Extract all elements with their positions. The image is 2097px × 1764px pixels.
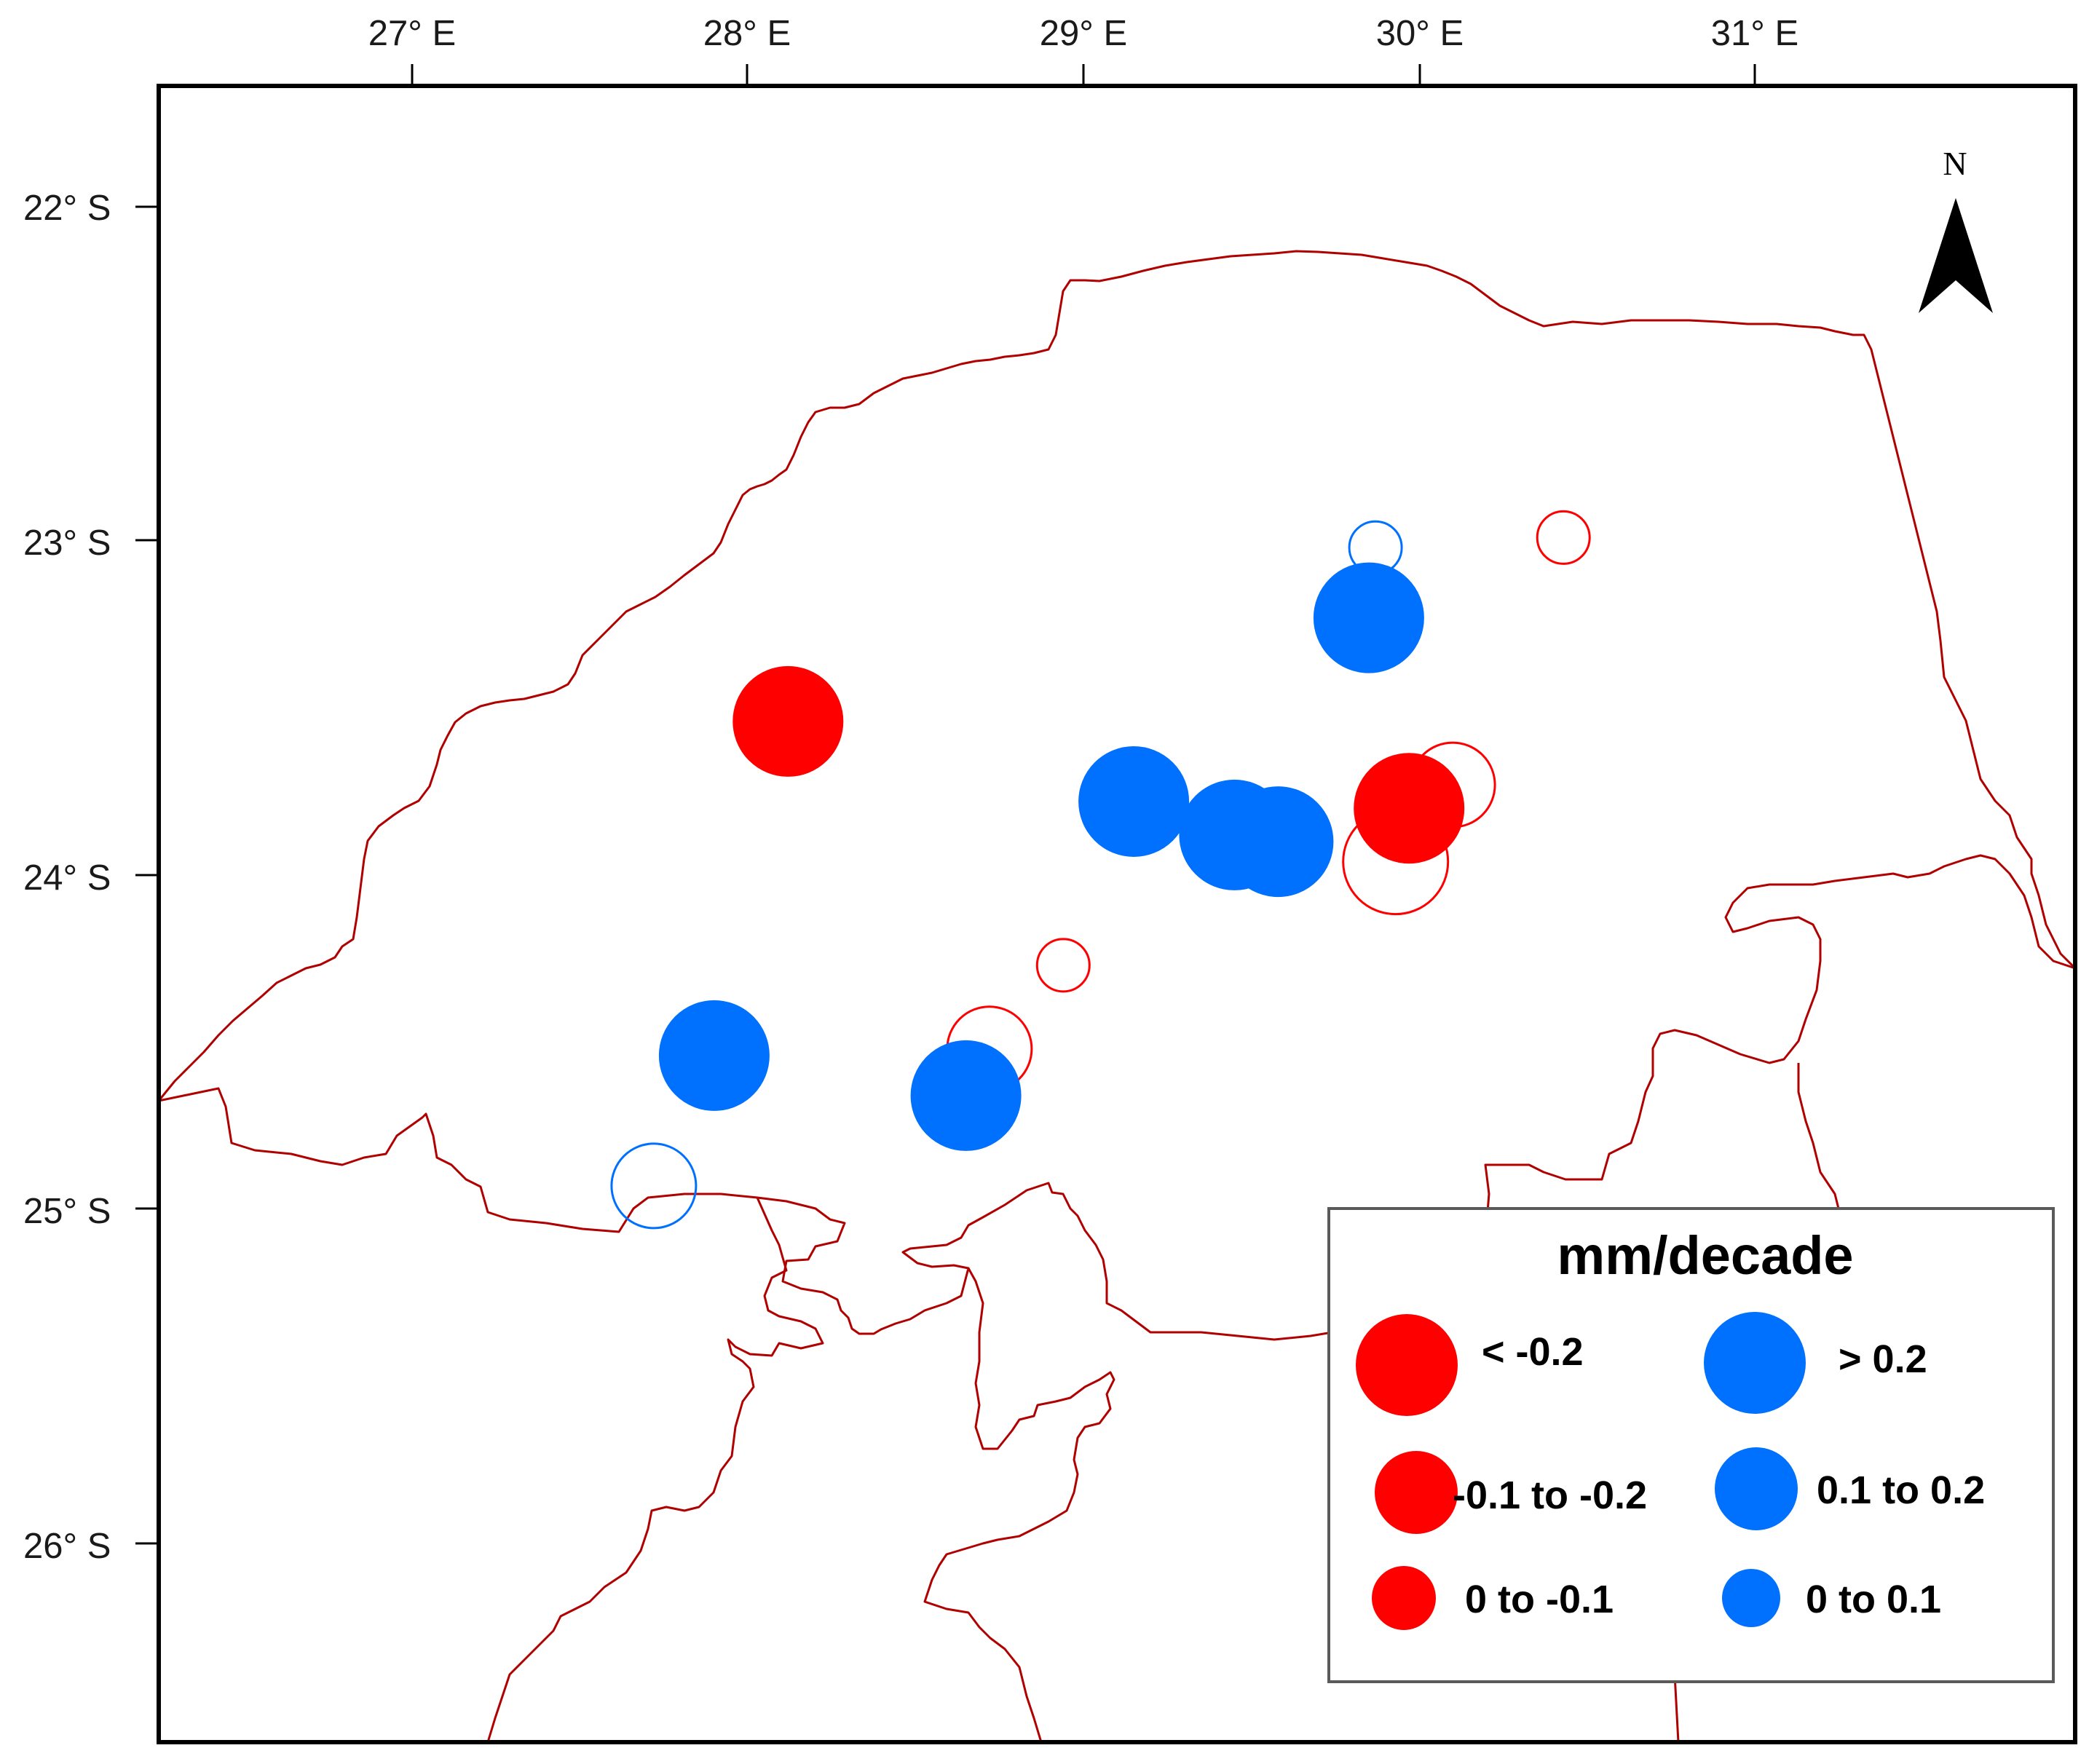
north-arrow-icon xyxy=(1919,198,1993,313)
lat-label-24: 24° S xyxy=(23,858,111,898)
limpopo-boundary xyxy=(159,854,2075,1341)
station-marker-positive-filled xyxy=(1223,786,1334,898)
central-boundary xyxy=(923,1267,1115,1742)
lat-label-22: 22° S xyxy=(23,189,111,228)
lon-label-28: 28° E xyxy=(703,14,791,53)
station-marker-positive-hollow xyxy=(610,1142,698,1230)
lon-label-27: 27° E xyxy=(368,14,456,53)
legend-label-pos-small: 0 to 0.1 xyxy=(1806,1578,1941,1621)
station-marker-negative-filled xyxy=(1354,753,1465,864)
map-frame xyxy=(157,84,2077,1744)
limpopo-north-boundary xyxy=(159,250,2075,1101)
station-marker-positive-filled xyxy=(1078,746,1190,857)
station-marker-negative-hollow xyxy=(1035,938,1091,993)
station-marker-positive-filled xyxy=(1313,562,1424,673)
station-marker-negative-filled xyxy=(732,665,844,777)
station-markers xyxy=(610,510,1591,1230)
legend-title: mm/decade xyxy=(1557,1225,1853,1286)
station-marker-positive-filled xyxy=(910,1040,1022,1151)
legend-symbol-neg-small xyxy=(1372,1566,1436,1630)
legend-symbol-pos-medium xyxy=(1715,1447,1798,1530)
lat-label-25: 25° S xyxy=(23,1192,111,1231)
station-marker-positive-filled xyxy=(658,1000,770,1111)
legend-symbol-neg-large xyxy=(1356,1314,1458,1416)
lon-label-31: 31° E xyxy=(1711,14,1798,53)
legend-box xyxy=(1327,1207,2055,1683)
legend-label-neg-large: < -0.2 xyxy=(1482,1330,1584,1374)
north-arrow: N xyxy=(1919,145,1993,313)
legend-symbol-pos-small xyxy=(1722,1569,1780,1627)
legend-symbol-neg-medium xyxy=(1375,1451,1458,1534)
lon-label-30: 30° E xyxy=(1376,14,1464,53)
southern-boundary xyxy=(486,1197,824,1742)
legend-label-neg-medium: -0.1 to -0.2 xyxy=(1453,1474,1647,1517)
north-label: N xyxy=(1943,145,1967,182)
legend-symbol-pos-large xyxy=(1704,1312,1806,1414)
legend-label-pos-medium: 0.1 to 0.2 xyxy=(1817,1468,1985,1512)
lon-label-29: 29° E xyxy=(1040,14,1127,53)
legend: mm/decade < -0.2 > 0.2 -0.1 to -0.2 0.1 … xyxy=(1327,1207,2055,1683)
longitude-axis: 27° E 28° E 29° E 30° E 31° E xyxy=(368,14,1798,86)
legend-label-neg-small: 0 to -0.1 xyxy=(1465,1578,1614,1621)
station-marker-negative-hollow xyxy=(1536,510,1591,565)
lat-label-26: 26° S xyxy=(23,1527,111,1566)
latitude-axis: 22° S 23° S 24° S 25° S 26° S xyxy=(23,189,159,1566)
legend-label-pos-large: > 0.2 xyxy=(1839,1337,1927,1381)
lat-label-23: 23° S xyxy=(23,523,111,563)
